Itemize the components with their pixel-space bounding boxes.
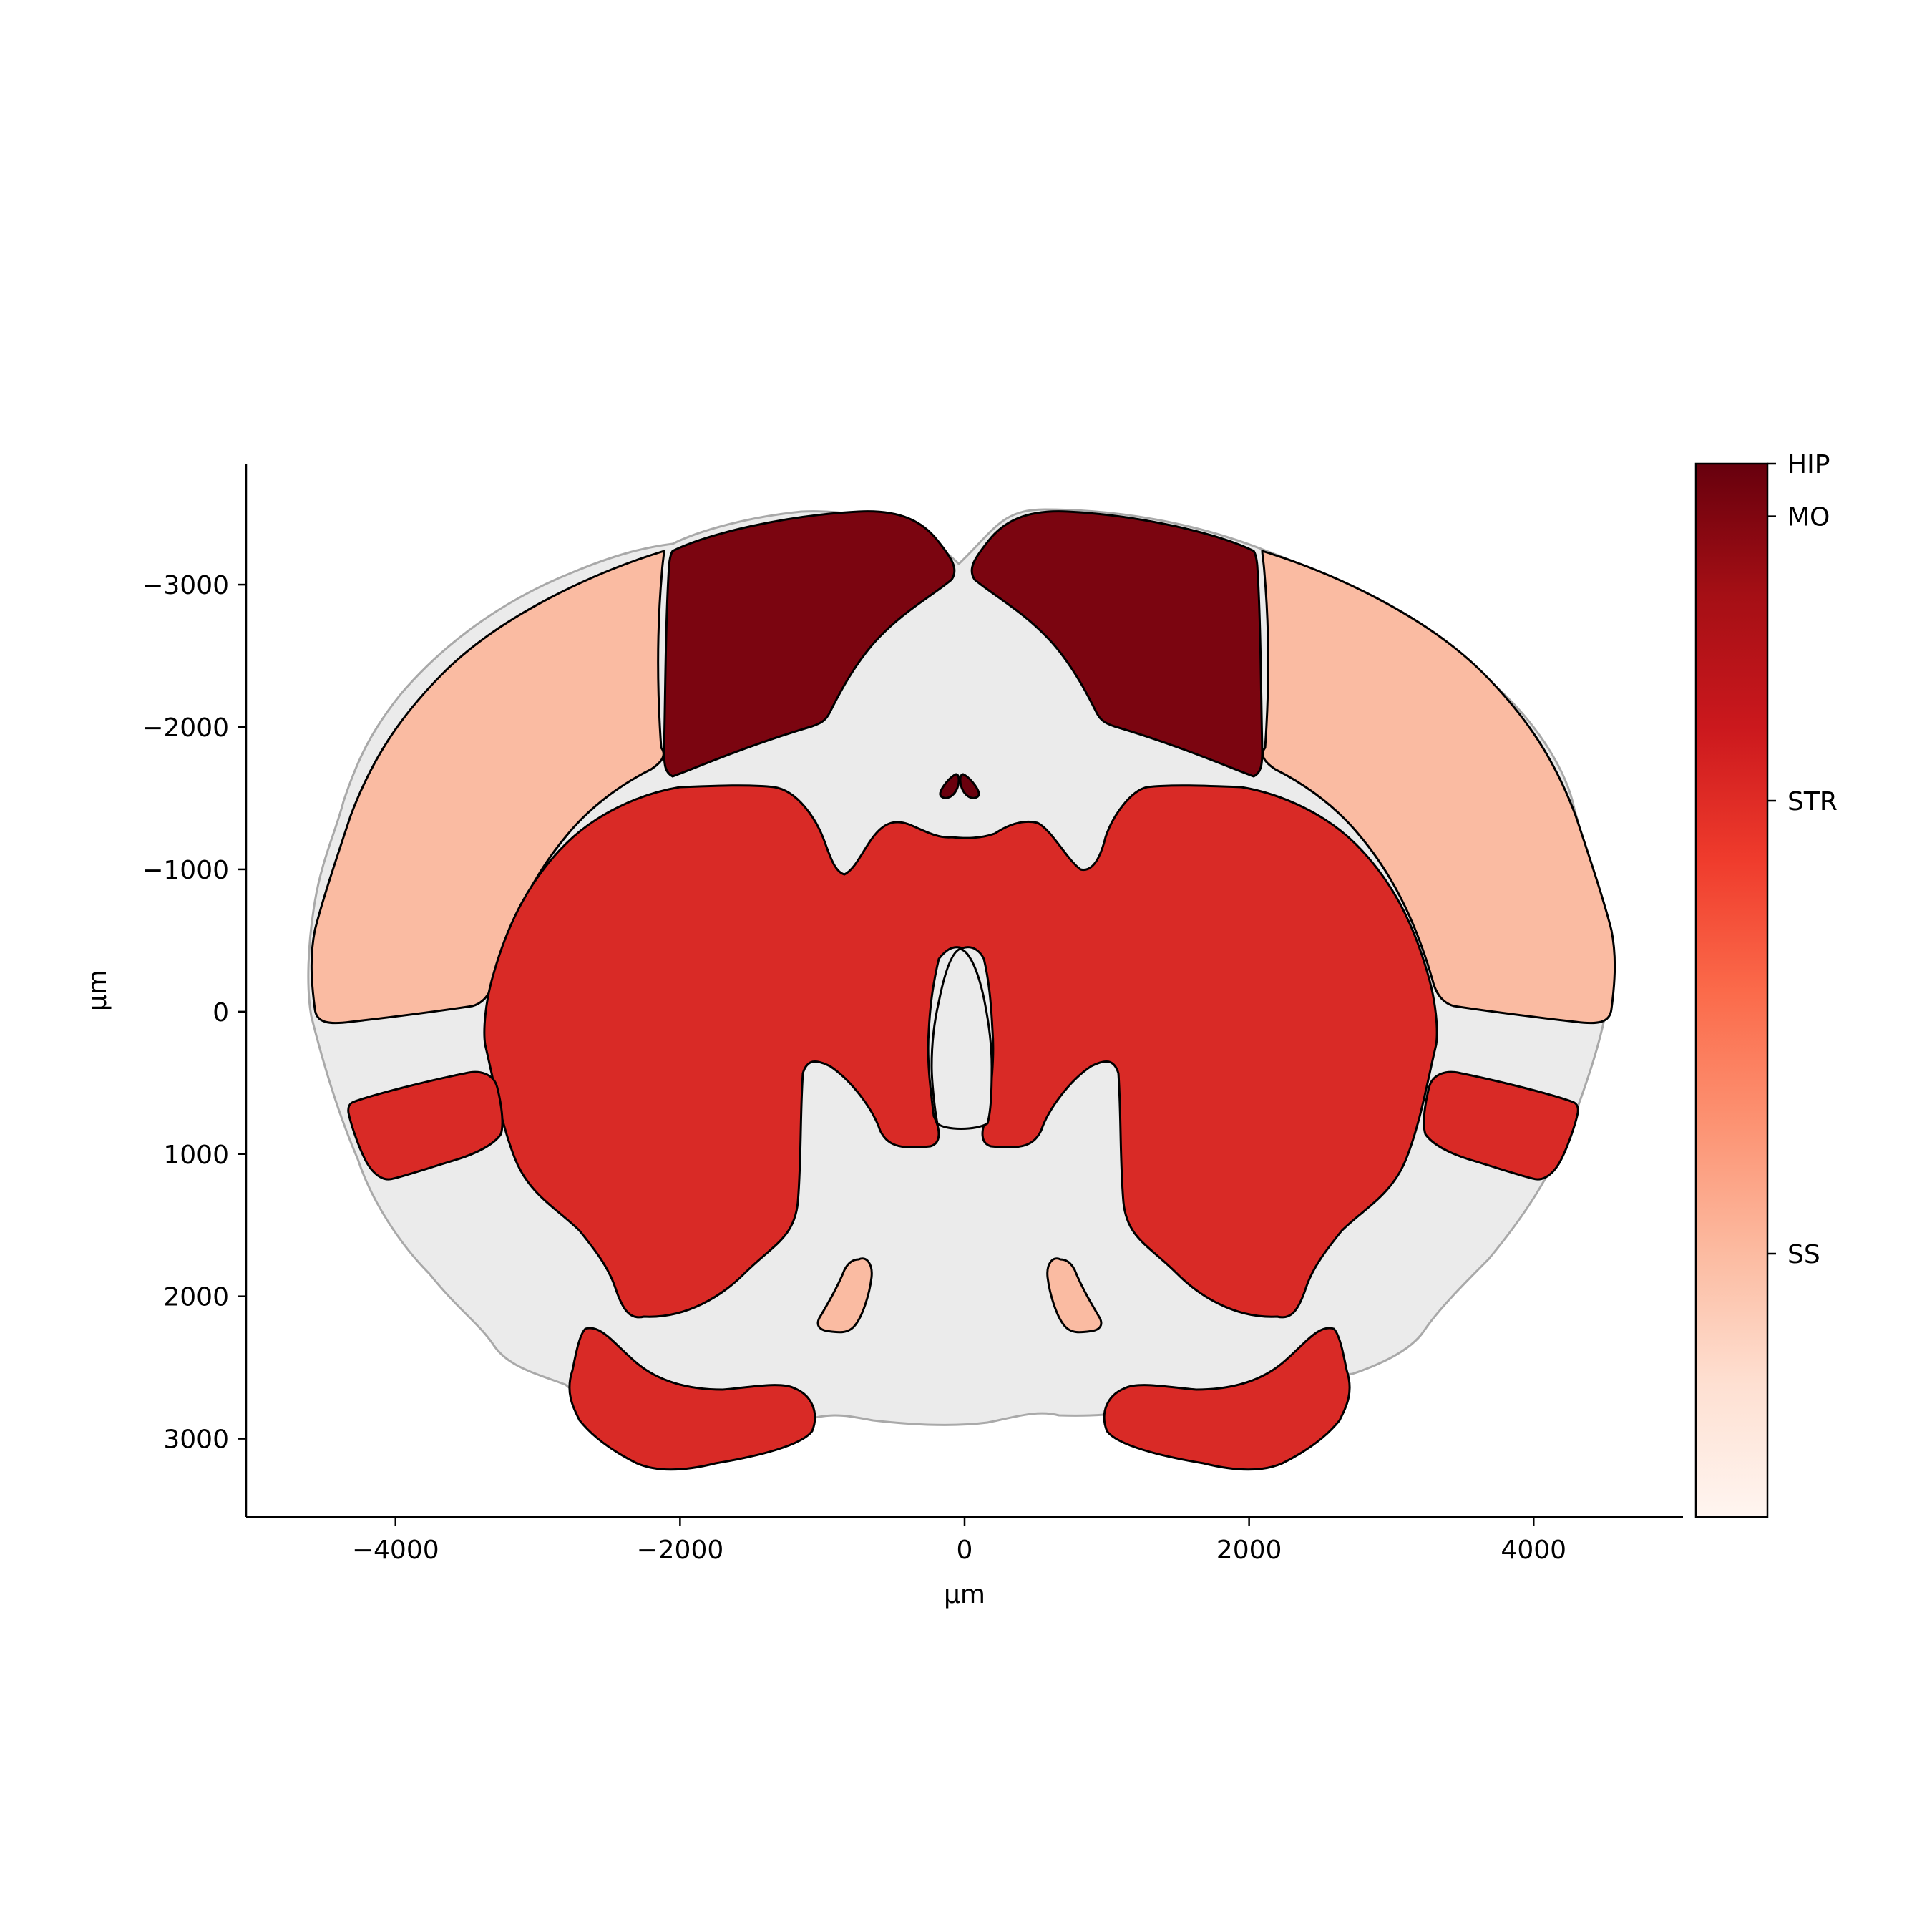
region-str-lateral-right <box>1423 1070 1579 1181</box>
y-tick-label: −3000 <box>142 571 229 600</box>
colorbar-tick-label-hip: HIP <box>1787 450 1830 479</box>
x-tick-label: 4000 <box>1501 1536 1566 1565</box>
y-axis-label: µm <box>83 970 112 1011</box>
x-tick-label: 2000 <box>1216 1536 1282 1565</box>
region-str-ventral-right <box>1103 1327 1351 1471</box>
region-ss-cortex-right <box>1261 549 1616 1025</box>
region-mo-left <box>663 510 956 778</box>
colorbar: HIP MO STR SS <box>1694 450 1838 1518</box>
y-tick-label: 2000 <box>163 1283 229 1312</box>
x-tick-label: 0 <box>957 1536 973 1565</box>
y-tick-label: −2000 <box>142 713 229 743</box>
y-tick-label: −1000 <box>142 856 229 885</box>
region-ss-ventral-left <box>816 1257 873 1334</box>
colorbar-tick-label-mo: MO <box>1787 503 1830 532</box>
x-tick-label: −2000 <box>636 1536 723 1565</box>
y-tick-label: 0 <box>213 998 229 1028</box>
y-tick-label: 1000 <box>163 1141 229 1170</box>
y-ticks: −3000 −2000 −1000 0 1000 2000 3000 <box>142 571 246 1455</box>
colorbar-gradient <box>1694 462 1769 1518</box>
x-ticks: −4000 −2000 0 2000 4000 <box>352 1517 1566 1565</box>
y-tick-label: 3000 <box>163 1425 229 1455</box>
colorbar-ticks: HIP MO STR SS <box>1767 450 1838 1269</box>
region-hip-right <box>959 773 980 799</box>
region-str-main <box>483 784 1438 1319</box>
region-str-ventral-left <box>568 1327 816 1471</box>
x-tick-label: −4000 <box>352 1536 439 1565</box>
colorbar-tick-label-str: STR <box>1787 787 1838 816</box>
x-axis-label: µm <box>944 1580 985 1609</box>
region-ss-cortex-left <box>310 549 665 1025</box>
colorbar-tick-label-ss: SS <box>1787 1240 1820 1269</box>
region-ss-ventral-right <box>1046 1257 1103 1334</box>
lateral-ventricle <box>930 947 993 1130</box>
region-mo-right <box>970 510 1264 778</box>
region-hip-left <box>939 773 960 799</box>
axes: −4000 −2000 0 2000 4000 −3000 −2000 −1000 0 1000… <box>83 464 1683 1609</box>
region-str-lateral-left <box>347 1070 504 1181</box>
